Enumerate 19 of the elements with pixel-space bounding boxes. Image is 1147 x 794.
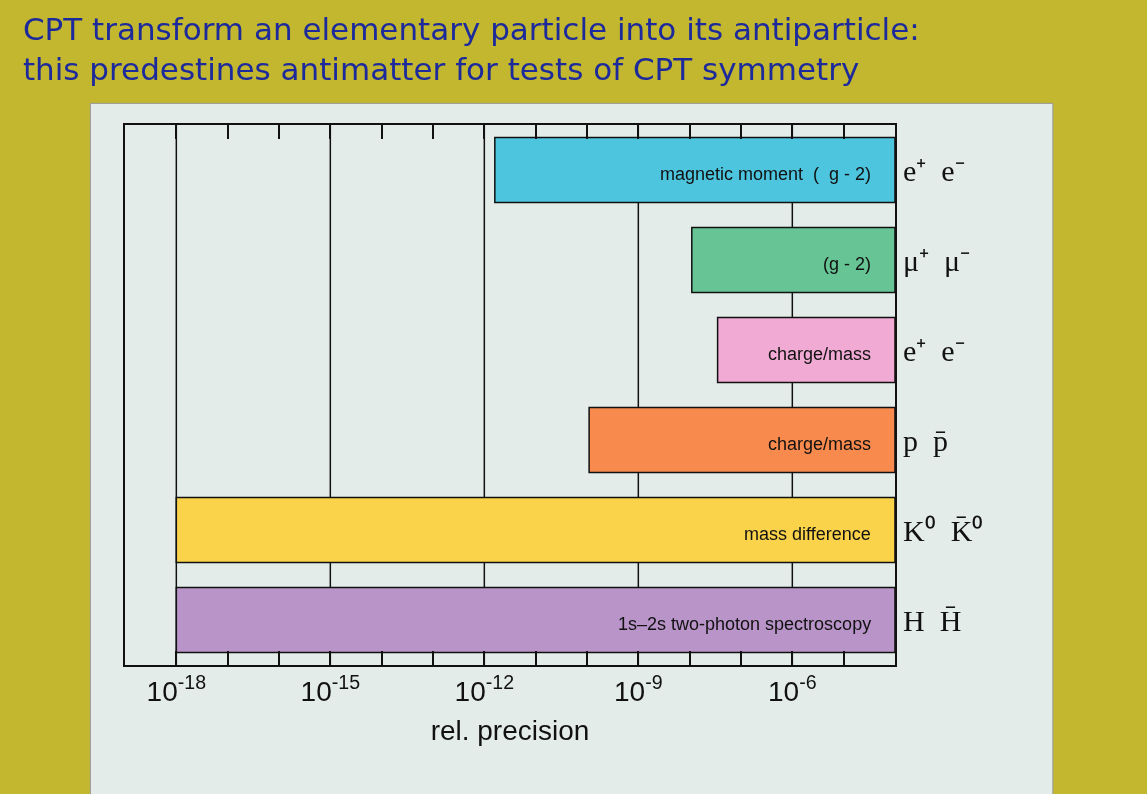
x-tick-label: 10$^{-9}$	[614, 670, 663, 707]
x-tick-label: 10$^{-15}$	[300, 670, 361, 707]
annotation: mass difference	[744, 524, 871, 544]
x-tick-label: 10$^{-6}$	[768, 670, 817, 707]
x-tick-label: 10$^{-12}$	[454, 670, 515, 707]
x-tick-label: 10$^{-18}$	[146, 670, 207, 707]
annotation: charge/mass	[768, 344, 872, 364]
chart-title: CPT transform an elementary particle into its antiparticle: this predestines antimatter for tests of CPT symmetry	[22, 10, 920, 87]
y-tick-label: p p̄	[903, 423, 948, 457]
y-tick-label: H H̄	[903, 603, 962, 637]
annotation: 1s–2s two-photon spectroscopy	[618, 614, 872, 634]
y-tick-label: e⁺ e⁻	[903, 333, 965, 367]
y-tick-label: μ⁺ μ⁻	[903, 243, 971, 277]
x-axis-title: rel. precision	[430, 715, 590, 747]
annotation: charge/mass	[768, 434, 872, 454]
annotation: (g - 2)	[823, 254, 872, 274]
y-tick-label: e⁺ e⁻	[903, 153, 965, 187]
annotation: magnetic moment ( g - 2)	[660, 164, 872, 184]
y-tick-label: K⁰ K̄⁰	[903, 513, 984, 547]
